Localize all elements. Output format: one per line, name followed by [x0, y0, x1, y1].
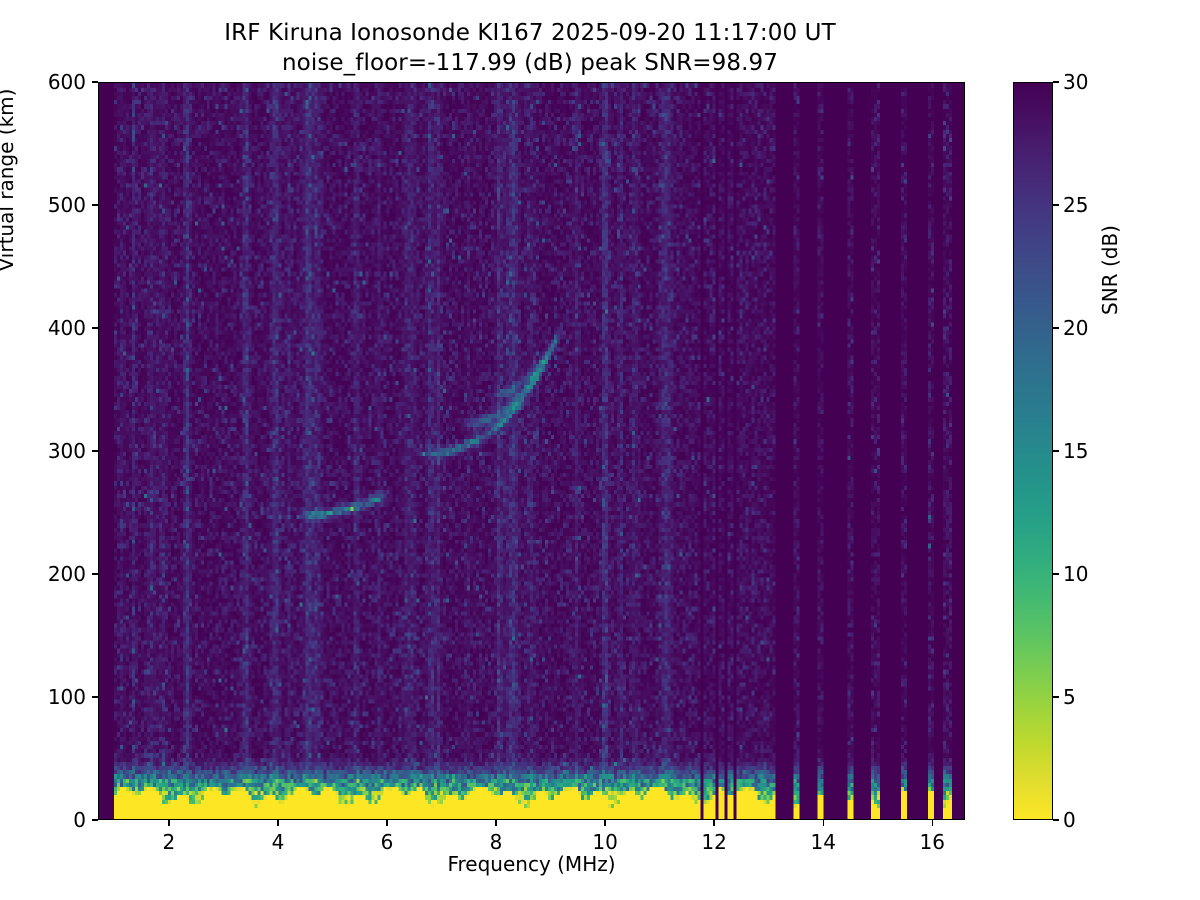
title-line-2: noise_floor=-117.99 (dB) peak SNR=98.97: [281, 50, 779, 76]
x-tick-mark: [386, 820, 388, 826]
colorbar-tick-label: 10: [1063, 562, 1089, 586]
colorbar-tick-mark: [1053, 327, 1059, 329]
x-tick-mark: [495, 820, 497, 826]
colorbar-tick-label: 5: [1063, 685, 1076, 709]
x-tick-mark: [713, 820, 715, 826]
colorbar-tick-mark: [1053, 81, 1059, 83]
ionogram-heatmap-canvas: [99, 83, 964, 819]
y-tick-mark: [92, 819, 98, 821]
x-tick-mark: [604, 820, 606, 826]
y-tick-mark: [92, 696, 98, 698]
x-tick-label: 12: [701, 830, 727, 854]
x-tick-mark: [168, 820, 170, 826]
colorbar-tick-mark: [1053, 204, 1059, 206]
y-tick-label: 500: [47, 193, 86, 217]
x-tick-label: 14: [810, 830, 836, 854]
x-tick-label: 16: [919, 830, 946, 854]
colorbar-tick-label: 25: [1063, 193, 1089, 217]
x-tick-label: 10: [592, 830, 618, 854]
y-tick-label: 200: [47, 562, 86, 586]
title-line-1: IRF Kiruna Ionosonde KI167 2025-09-20 11…: [224, 20, 836, 46]
x-tick-mark: [931, 820, 933, 826]
colorbar-tick-label: 0: [1063, 808, 1076, 832]
x-tick-label: 2: [162, 830, 176, 854]
x-tick-label: 4: [271, 830, 285, 854]
y-tick-label: 100: [47, 685, 86, 709]
ionogram-plot-area[interactable]: [98, 82, 965, 820]
colorbar-tick-label: 20: [1063, 316, 1089, 340]
y-tick-mark: [92, 450, 98, 452]
colorbar-tick-mark: [1053, 696, 1059, 698]
y-tick-label: 0: [73, 808, 86, 832]
y-tick-label: 300: [47, 439, 86, 463]
colorbar-gradient: [1014, 83, 1052, 819]
x-tick-label: 6: [380, 830, 394, 854]
figure-title: IRF Kiruna Ionosonde KI167 2025-09-20 11…: [0, 18, 1060, 78]
colorbar-tick-mark: [1053, 819, 1059, 821]
y-tick-mark: [92, 204, 98, 206]
colorbar-tick-label: 15: [1063, 439, 1089, 463]
y-tick-mark: [92, 81, 98, 83]
colorbar: [1013, 82, 1053, 820]
y-tick-label: 600: [47, 70, 86, 94]
colorbar-tick-mark: [1053, 450, 1059, 452]
y-tick-mark: [92, 327, 98, 329]
x-tick-label: 8: [489, 830, 503, 854]
colorbar-tick-mark: [1053, 573, 1059, 575]
x-axis-label: Frequency (MHz): [447, 852, 616, 876]
x-tick-mark: [277, 820, 279, 826]
y-tick-label: 400: [47, 316, 86, 340]
y-tick-mark: [92, 573, 98, 575]
colorbar-label: SNR (dB): [1098, 225, 1122, 315]
y-axis-label: Virtual range (km): [0, 88, 18, 272]
x-tick-mark: [822, 820, 824, 826]
colorbar-tick-label: 30: [1063, 70, 1089, 94]
